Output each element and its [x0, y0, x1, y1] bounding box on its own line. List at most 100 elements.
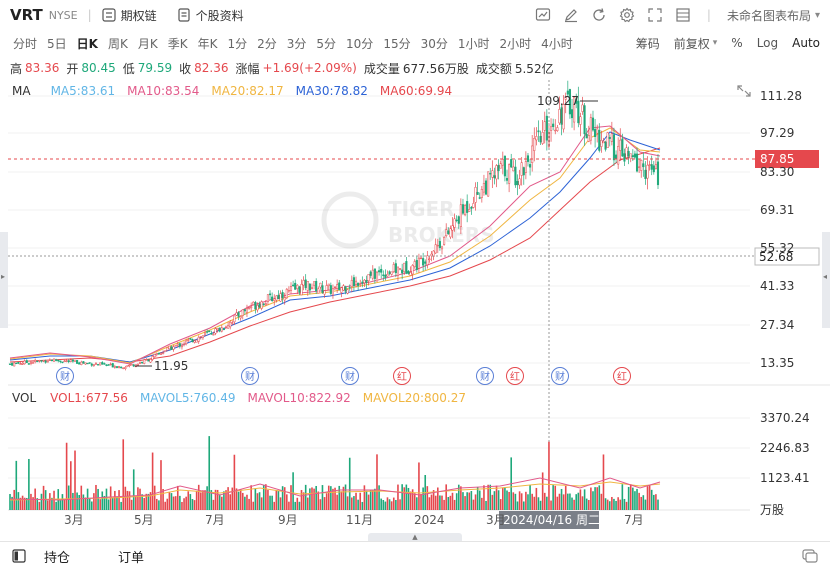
candle-body: [543, 121, 546, 131]
vol1-value: VOL1:677.56: [50, 391, 128, 405]
candle-body: [82, 361, 85, 364]
period-tab[interactable]: 年K: [197, 36, 218, 51]
price-tick: 111.28: [760, 89, 802, 103]
candle-body: [415, 260, 418, 270]
volume-bar: [403, 487, 406, 510]
volume-bar: [365, 490, 368, 510]
volume-bar: [644, 499, 647, 510]
auto-toggle[interactable]: Auto: [792, 36, 820, 50]
volume-bar: [409, 491, 412, 510]
period-tab[interactable]: 5日: [47, 36, 67, 51]
event-markers[interactable]: 财财财红财红财红: [56, 367, 631, 385]
volume-bar: [514, 493, 517, 510]
candle-body: [484, 180, 488, 195]
volume-bar: [254, 488, 257, 510]
candle-body: [631, 155, 634, 157]
candle-body: [380, 268, 383, 273]
tab-orders[interactable]: 订单: [118, 550, 145, 566]
volume-bar: [638, 492, 640, 510]
volume-bar: [283, 487, 286, 510]
volume-bar: [464, 496, 466, 510]
candle-body: [627, 150, 630, 157]
volume-bar: [556, 496, 559, 510]
period-tab[interactable]: 30分: [420, 36, 448, 51]
price-chart[interactable]: TIGER BROKERS 109.27 11.95 87.85 52.68 2…: [0, 0, 830, 540]
fullscreen-icon[interactable]: [641, 0, 669, 30]
log-toggle[interactable]: Log: [756, 36, 779, 50]
volume-bar: [21, 495, 24, 510]
period-tab[interactable]: 15分: [383, 36, 411, 51]
mavol20-value: MAVOL20:800.27: [362, 391, 466, 405]
candle-body: [520, 162, 523, 176]
candle-body: [46, 361, 49, 363]
period-tab[interactable]: 1分: [227, 36, 248, 51]
period-tab[interactable]: 3分: [286, 36, 307, 51]
candle-body: [539, 135, 542, 143]
volume-bar: [9, 494, 11, 510]
layout-name[interactable]: 未命名图表布局: [726, 8, 811, 23]
refresh-icon[interactable]: [585, 0, 613, 30]
percent-toggle[interactable]: %: [731, 36, 743, 50]
volume-bar: [252, 501, 255, 510]
period-tab[interactable]: 1小时: [457, 36, 490, 51]
chat-icon[interactable]: [802, 549, 818, 563]
chips-button[interactable]: 筹码: [635, 36, 660, 51]
draw-icon[interactable]: [557, 0, 585, 30]
volume-bar: [141, 494, 143, 510]
vol-label[interactable]: VOL: [12, 391, 37, 405]
candle-body: [623, 153, 626, 162]
high-label: 高: [10, 61, 23, 76]
volume-bar: [541, 472, 544, 510]
candle-body: [388, 271, 391, 274]
grid-icon[interactable]: [669, 0, 697, 30]
period-tab[interactable]: 2小时: [499, 36, 532, 51]
volume-bar: [474, 494, 477, 510]
adjust-button[interactable]: 前复权 ▾: [674, 35, 718, 52]
period-tab[interactable]: 季K: [167, 36, 188, 51]
candle-body: [304, 279, 307, 289]
expand-icon[interactable]: [737, 85, 751, 97]
period-tab[interactable]: 月K: [137, 36, 158, 51]
period-tab[interactable]: 分时: [13, 36, 38, 51]
period-tab[interactable]: 周K: [107, 36, 128, 51]
candle-body: [331, 288, 335, 296]
volume-bar: [531, 493, 533, 510]
period-tab[interactable]: 5分: [316, 36, 337, 51]
volume-bar: [15, 460, 18, 510]
indicator-icon[interactable]: [529, 0, 557, 30]
period-tab-active[interactable]: 日K: [76, 36, 98, 51]
panel-toggle-icon[interactable]: [12, 549, 26, 563]
volume-bar: [53, 490, 55, 510]
volume-bar: [143, 497, 146, 510]
ticker-symbol[interactable]: VRT: [10, 6, 43, 24]
period-tab[interactable]: 2分: [257, 36, 277, 51]
right-panel-handle[interactable]: ◂: [822, 232, 830, 328]
chart-options: 筹码 前复权 ▾ % Log Auto: [622, 31, 820, 55]
crosshair-date-text: 2024/04/16 周二: [503, 513, 600, 527]
volume-bar: [202, 490, 204, 510]
candle-body: [344, 286, 347, 292]
left-panel-handle[interactable]: ▸: [0, 232, 8, 328]
period-tab[interactable]: 10分: [346, 36, 374, 51]
candle-body: [19, 363, 22, 365]
candle-body: [262, 303, 265, 305]
volume-bar: [495, 485, 498, 510]
options-chain-link[interactable]: 期权链: [102, 7, 157, 24]
volume-bar: [447, 497, 450, 510]
volume-bar: [481, 497, 483, 510]
candle-body: [478, 197, 481, 199]
volume-bar: [460, 486, 462, 510]
candle-body: [206, 331, 209, 333]
chevron-down-icon[interactable]: ▾: [814, 9, 820, 21]
volume-bar: [227, 487, 229, 510]
company-profile-link[interactable]: 个股资料: [177, 7, 244, 24]
bottom-panel-handle[interactable]: ▲: [368, 533, 462, 541]
candle-body: [94, 363, 98, 365]
volume-bar: [210, 490, 213, 510]
volume-bar: [613, 498, 615, 510]
settings-icon[interactable]: [613, 0, 641, 30]
tab-positions[interactable]: 持仓: [44, 550, 71, 566]
period-tab[interactable]: 4小时: [541, 36, 573, 51]
ma-label[interactable]: MA: [12, 84, 31, 98]
candle-body: [589, 117, 592, 141]
